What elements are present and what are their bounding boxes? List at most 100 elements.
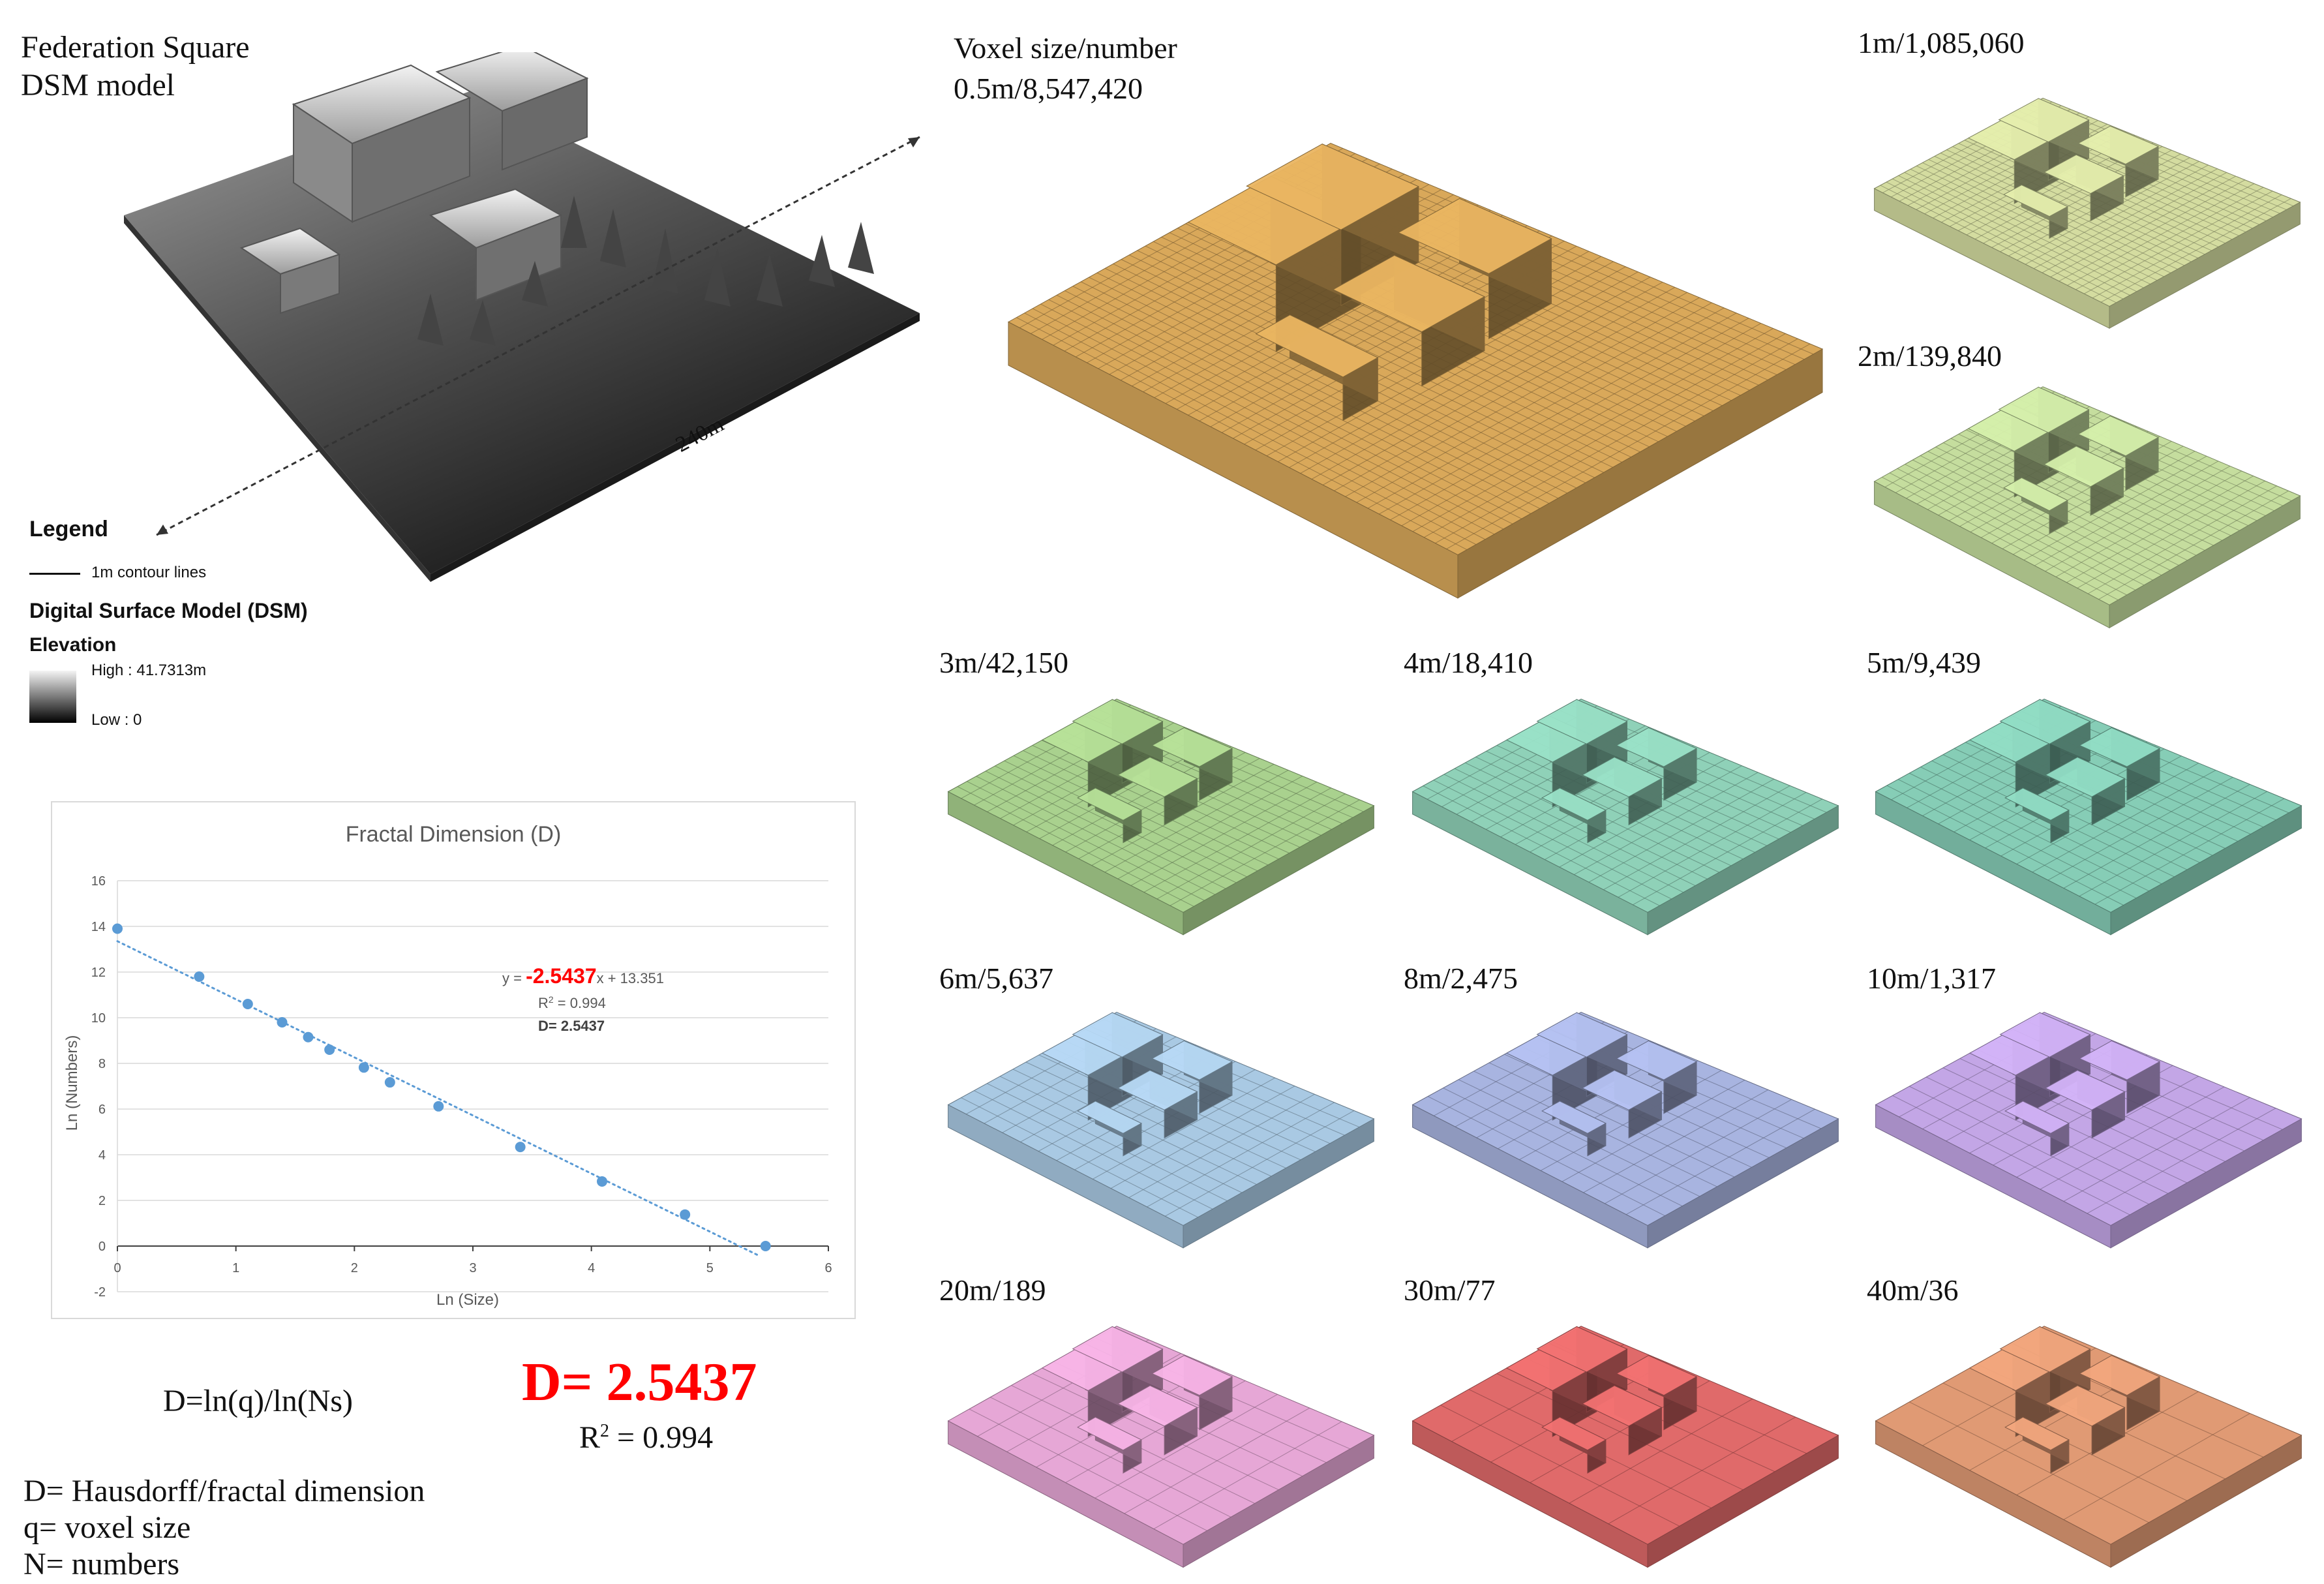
voxel-building-roof [2044, 1070, 2126, 1110]
y-tick-label: 4 [98, 1148, 106, 1163]
voxel-building-roof [1536, 1326, 1628, 1373]
voxel-building-roof [1999, 1326, 2091, 1373]
voxel-grid-line [1156, 793, 1346, 900]
voxel-grid-line [1603, 785, 1790, 891]
voxel-label: 1m/1,085,060 [1858, 26, 2025, 59]
voxel-building-roof [1999, 699, 2091, 744]
data-point [433, 1101, 444, 1112]
voxel-building-roof [1117, 1385, 1198, 1427]
voxel-model [1007, 143, 1824, 599]
y-tick-label: 14 [91, 920, 106, 934]
voxel-grid-line [1909, 772, 2149, 892]
y-tick-label: 0 [98, 1240, 106, 1254]
voxel-grid-line [1038, 1054, 1286, 1168]
voxel-grid-line [1367, 307, 1725, 509]
voxel-building-roof [1117, 1070, 1198, 1110]
voxel-building-roof [1397, 198, 1552, 275]
trend-eq-suffix: x + 13.351 [597, 970, 664, 986]
voxel-grid-line [1300, 277, 1651, 474]
result-r2-prefix: R [579, 1420, 601, 1455]
x-tick-label: 0 [113, 1261, 121, 1275]
dsm-legend-heading: Digital Surface Model (DSM) [29, 599, 308, 622]
voxel-grid-line [1390, 318, 1749, 521]
voxel-grid-line [1025, 1061, 1272, 1177]
voxel-grid-line [1323, 286, 1676, 485]
data-point [760, 1241, 771, 1251]
voxel-label: 30m/77 [1404, 1273, 1496, 1307]
voxel-grid-line [1311, 282, 1663, 480]
voxel-grid-line [1909, 1401, 2149, 1523]
voxel-grid-line [1412, 328, 1773, 532]
voxel-grid-line [1177, 228, 1650, 448]
voxel-grid-line [2045, 465, 2231, 572]
voxel-building-roof [1536, 1012, 1628, 1058]
elevation-high-label: High : 41.7313m [91, 662, 207, 679]
trend-d-value: D= 2.5437 [538, 1018, 605, 1034]
voxel-building-roof [1151, 727, 1233, 767]
voxel-grid-line [2063, 1413, 2250, 1520]
voxel-grid-line [1147, 1102, 1335, 1208]
trend-eq-slope: -2.5437 [526, 964, 597, 988]
voxel-grid-line [2066, 476, 2254, 583]
voxel-grid-line [1153, 1421, 1342, 1529]
y-tick-label: 10 [91, 1011, 106, 1026]
voxel-grid-line [974, 1090, 1213, 1210]
data-point [112, 923, 123, 934]
voxel-grid-line [1625, 1108, 1815, 1215]
voxel-building-roof [1998, 386, 2090, 433]
voxel-grid-line [1289, 271, 1638, 468]
voxel-grid-line [2077, 480, 2265, 588]
data-point [384, 1077, 395, 1088]
x-axis-label: Ln (Size) [436, 1291, 499, 1309]
y-tick-label: 2 [98, 1194, 106, 1208]
voxel-building-roof [1072, 1012, 1164, 1058]
voxel-building-roof [1536, 699, 1628, 744]
elevation-gradient-swatch [29, 671, 76, 723]
voxel-model [1411, 1326, 1839, 1568]
voxel-model [1873, 386, 2301, 629]
voxel-grid-line [1897, 779, 2137, 899]
elevation-heading: Elevation [29, 634, 117, 656]
data-point [303, 1031, 314, 1043]
voxel-grid-line [2092, 194, 2282, 299]
trend-equation: y = -2.5437x + 13.351 [502, 964, 664, 988]
voxel-grid-line [2100, 198, 2291, 303]
voxel-building-roof [1541, 787, 1607, 821]
voxel-building-roof [1077, 1416, 1142, 1451]
voxel-building-roof [1998, 98, 2090, 143]
voxel-grid-line [1559, 765, 1742, 868]
voxel-grid-line [1966, 429, 2214, 546]
data-point [324, 1044, 335, 1055]
voxel-model [947, 1326, 1375, 1568]
voxel-grid-line [1345, 297, 1700, 497]
voxel-building-roof [2004, 1416, 2070, 1451]
voxel-label: 8m/2,475 [1404, 962, 1518, 995]
trend-r2: R2 = 0.994 [538, 994, 606, 1011]
voxel-building-roof [2043, 446, 2124, 487]
voxel-grid-line [1094, 1394, 1278, 1499]
voxel-grid-line [1633, 799, 1822, 906]
formula-expression: D=ln(q)/ln(Ns) [163, 1384, 354, 1418]
data-point [515, 1142, 526, 1153]
voxel-grid-line [2079, 791, 2268, 897]
voxel-grid-line [1443, 1088, 1683, 1207]
y-tick-label: 6 [98, 1103, 106, 1117]
trend-r2-prefix: R [538, 995, 549, 1011]
voxel-model [947, 699, 1375, 936]
data-point [680, 1209, 691, 1220]
y-tick-label: -2 [94, 1285, 106, 1300]
voxel-grid-line [2087, 485, 2277, 594]
voxel-grid-line [2040, 1086, 2225, 1190]
voxel-grid-line [1379, 312, 1737, 515]
voxel-building-roof [1151, 1355, 1233, 1396]
dimension-line [156, 136, 920, 536]
data-point [194, 971, 205, 982]
voxel-label: 40m/36 [1867, 1273, 1959, 1307]
voxel-building-roof [1072, 1326, 1164, 1373]
voxel-model [1875, 1012, 2302, 1249]
y-tick-label: 8 [98, 1057, 106, 1071]
voxel-grid-line [1165, 1110, 1355, 1217]
fractal-chart: Fractal Dimension (D) -2 0 2 4 6 8 10 12 14 16 0 1 2… [51, 801, 856, 1319]
y-tick-label: 16 [91, 874, 106, 889]
